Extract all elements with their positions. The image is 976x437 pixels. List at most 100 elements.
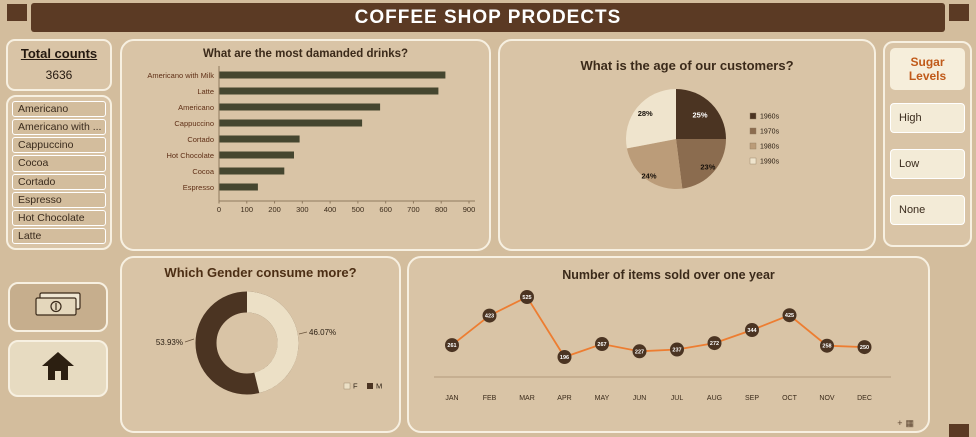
- gender-donut-area: 53.93% 46.07% F M: [122, 280, 399, 430]
- svg-text:1960s: 1960s: [760, 114, 780, 121]
- money-banknote-icon: [32, 290, 84, 325]
- svg-text:Americano with Milk: Americano with Milk: [147, 71, 214, 80]
- svg-text:Cappuccino: Cappuccino: [174, 119, 214, 128]
- pie-chart-title: What is the age of our customers?: [580, 58, 794, 73]
- svg-text:423: 423: [485, 314, 494, 320]
- line-chart: 261 423 525 196 267 227 237 272 344 425 258 250 JAN F…: [434, 290, 891, 402]
- drink-slicer-item[interactable]: Hot Chocolate: [12, 209, 106, 226]
- svg-text:DEC: DEC: [857, 395, 872, 402]
- line-chart-title: Number of items sold over one year: [562, 268, 775, 282]
- pie-chart: 25% 23% 24% 28% 1960s 1970s 1980s 1990s: [626, 89, 780, 189]
- svg-text:600: 600: [379, 205, 392, 214]
- svg-text:Espresso: Espresso: [183, 183, 214, 192]
- svg-text:28%: 28%: [638, 109, 653, 118]
- svg-text:227: 227: [635, 349, 644, 355]
- sugar-slicer: Sugar Levels High Low None: [883, 41, 972, 247]
- sugar-slicer-item[interactable]: High: [890, 103, 965, 133]
- svg-text:23%: 23%: [700, 163, 715, 172]
- svg-text:1980s: 1980s: [760, 144, 780, 151]
- sugar-slicer-item[interactable]: Low: [890, 149, 965, 179]
- svg-text:196: 196: [560, 355, 569, 361]
- total-counts-label: Total counts: [20, 46, 98, 61]
- drink-slicer-item[interactable]: Cappuccino: [12, 137, 106, 154]
- grid-icon[interactable]: ▦: [905, 418, 914, 428]
- svg-text:JUL: JUL: [671, 395, 684, 402]
- svg-text:AUG: AUG: [707, 395, 722, 402]
- corner-decoration-top-left: [7, 4, 27, 21]
- svg-text:1970s: 1970s: [760, 129, 780, 136]
- svg-text:25%: 25%: [692, 111, 707, 120]
- svg-text:344: 344: [747, 328, 757, 334]
- total-counts-value: 3636: [45, 68, 73, 82]
- sugar-slicer-title: Sugar Levels: [890, 48, 965, 90]
- svg-text:800: 800: [435, 205, 448, 214]
- svg-text:Americano: Americano: [178, 103, 214, 112]
- svg-text:46.07%: 46.07%: [309, 328, 336, 337]
- svg-text:JAN: JAN: [445, 395, 458, 402]
- svg-text:0: 0: [217, 205, 221, 214]
- svg-text:Cocoa: Cocoa: [192, 167, 215, 176]
- drink-slicer-item[interactable]: Americano with ...: [12, 119, 106, 136]
- svg-text:Hot Chocolate: Hot Chocolate: [166, 151, 214, 160]
- svg-text:24%: 24%: [641, 172, 656, 181]
- line-chart-area: 261 423 525 196 267 227 237 272 344 425 258 250 JAN F…: [409, 282, 928, 427]
- sugar-slicer-items: High Low None: [890, 103, 965, 225]
- svg-text:1990s: 1990s: [760, 159, 780, 166]
- svg-text:267: 267: [597, 342, 606, 348]
- corner-decoration-top-right: [949, 4, 969, 21]
- svg-text:FEB: FEB: [483, 395, 497, 402]
- pie-chart-panel: What is the age of our customers? 25% 23%…: [498, 39, 876, 251]
- pie-chart-area: 25% 23% 24% 28% 1960s 1970s 1980s 1990s: [500, 73, 874, 246]
- svg-text:100: 100: [241, 205, 254, 214]
- plus-icon[interactable]: +: [897, 418, 903, 428]
- home-icon: [40, 349, 76, 388]
- svg-text:53.93%: 53.93%: [156, 338, 183, 347]
- chart-filter-controls[interactable]: + ▦: [897, 418, 914, 429]
- svg-text:Latte: Latte: [197, 87, 214, 96]
- svg-text:258: 258: [822, 344, 831, 350]
- svg-text:200: 200: [268, 205, 281, 214]
- svg-text:F: F: [353, 382, 358, 391]
- home-button[interactable]: [8, 340, 108, 397]
- svg-text:MAR: MAR: [519, 395, 535, 402]
- svg-text:900: 900: [463, 205, 476, 214]
- header: COFFEE SHOP PRODECTS: [31, 3, 945, 32]
- gender-donut-chart: 53.93% 46.07% F M: [156, 291, 382, 395]
- svg-text:NOV: NOV: [819, 395, 835, 402]
- svg-text:261: 261: [447, 343, 456, 349]
- bar-chart: Americano with Milk Latte Americano Cappucc…: [147, 66, 476, 214]
- drink-slicer-item[interactable]: Americano: [12, 101, 106, 118]
- svg-text:500: 500: [352, 205, 365, 214]
- sugar-slicer-item[interactable]: None: [890, 195, 965, 225]
- svg-text:700: 700: [407, 205, 420, 214]
- svg-text:425: 425: [785, 313, 794, 319]
- line-chart-panel: Number of items sold over one year 261 42…: [407, 256, 930, 433]
- drink-slicer-item[interactable]: Latte: [12, 227, 106, 244]
- svg-text:SEP: SEP: [745, 395, 759, 402]
- svg-text:MAY: MAY: [595, 395, 610, 402]
- total-counts-card: Total counts 3636: [6, 39, 112, 91]
- gender-donut-title: Which Gender consume more?: [164, 265, 357, 280]
- bar-chart-panel: What are the most damanded drinks? Ameri…: [120, 39, 491, 251]
- drink-slicer: Americano Americano with ... Cappuccino Coc…: [6, 95, 112, 250]
- svg-text:APR: APR: [557, 395, 571, 402]
- svg-text:250: 250: [860, 345, 869, 351]
- svg-text:M: M: [376, 382, 382, 391]
- money-button[interactable]: [8, 282, 108, 332]
- svg-text:OCT: OCT: [782, 395, 798, 402]
- svg-text:237: 237: [672, 348, 681, 354]
- bar-chart-area: Americano with Milk Latte Americano Cappucc…: [122, 60, 489, 243]
- drink-slicer-item[interactable]: Espresso: [12, 191, 106, 208]
- svg-text:300: 300: [296, 205, 309, 214]
- drink-slicer-item[interactable]: Cocoa: [12, 155, 106, 172]
- gender-donut-panel: Which Gender consume more? 53.93% 46.07% F…: [120, 256, 401, 433]
- svg-text:525: 525: [522, 295, 531, 301]
- svg-text:272: 272: [710, 341, 719, 347]
- page-title: COFFEE SHOP PRODECTS: [354, 6, 622, 28]
- drink-slicer-item[interactable]: Cortado: [12, 173, 106, 190]
- corner-decoration-bottom-right: [949, 424, 969, 437]
- bar-chart-title: What are the most damanded drinks?: [202, 48, 409, 60]
- svg-text:Cortado: Cortado: [187, 135, 214, 144]
- svg-text:JUN: JUN: [633, 395, 647, 402]
- svg-text:400: 400: [324, 205, 337, 214]
